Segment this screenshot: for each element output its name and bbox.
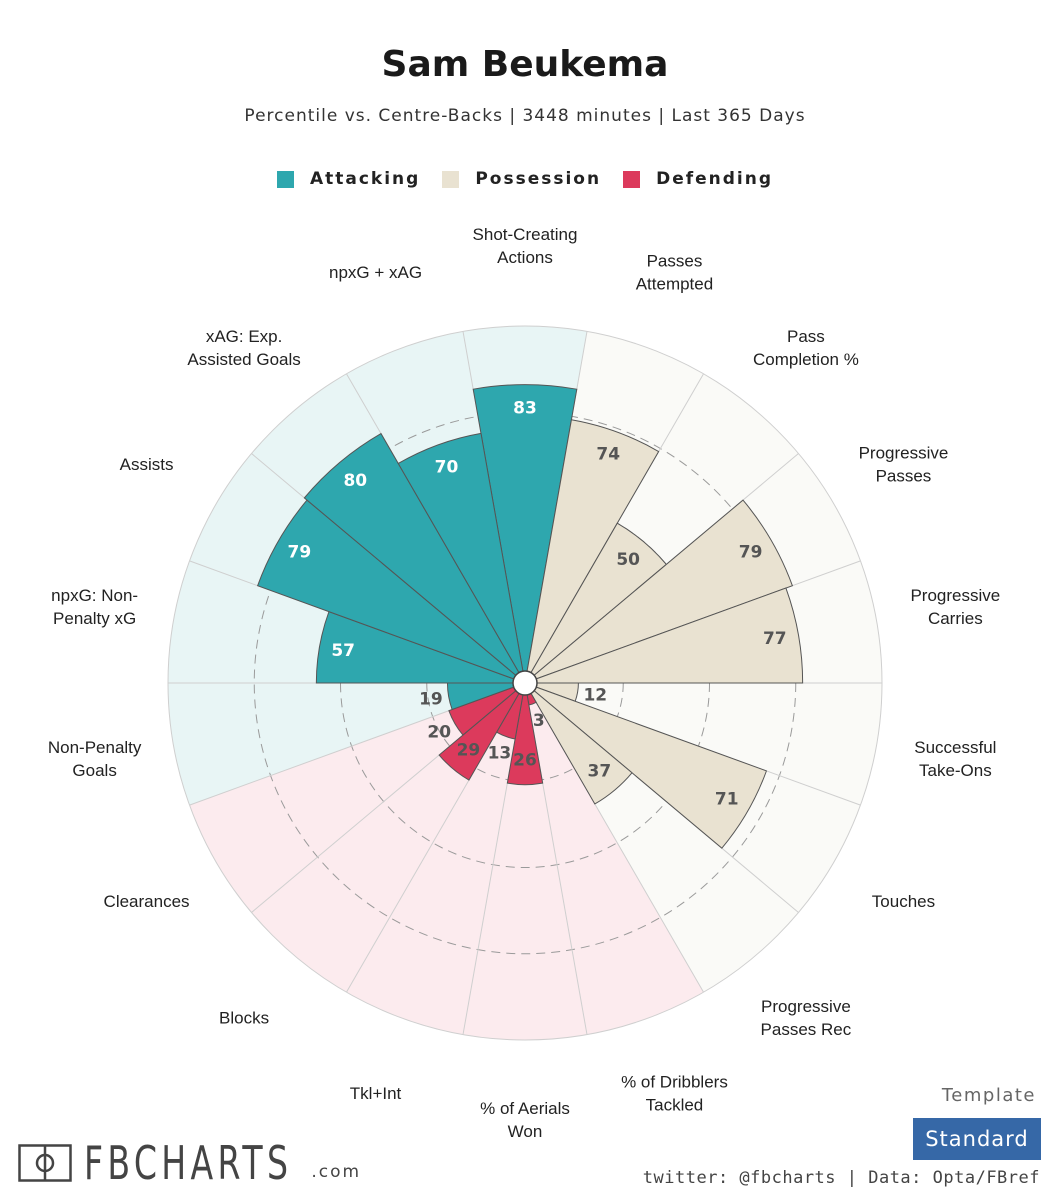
value-label-touches: 71 bbox=[715, 789, 739, 809]
legend-label-possession: Possession bbox=[475, 169, 602, 189]
value-label-of-aerials-won: 26 bbox=[513, 751, 537, 771]
sector-bg-clearances bbox=[189, 687, 516, 913]
pitch-icon bbox=[18, 1144, 72, 1182]
value-label-blocks: 29 bbox=[457, 740, 481, 760]
category-label-passes-attempted: Passes Attempted bbox=[636, 251, 714, 293]
category-label-of-aerials-won: % of Aerials Won bbox=[480, 1099, 570, 1141]
legend-swatch-defending bbox=[623, 170, 641, 188]
template-label: Template bbox=[941, 1085, 1036, 1106]
category-label-touches: Touches bbox=[872, 892, 935, 911]
category-label-clearances: Clearances bbox=[104, 892, 190, 911]
legend-label-defending: Defending bbox=[656, 169, 774, 189]
value-label-progressive-passes-rec: 37 bbox=[588, 762, 612, 782]
legend-item-attacking: Attacking bbox=[276, 169, 421, 189]
legend: Attacking Possession Defending bbox=[0, 166, 1050, 192]
value-label-npxg-non-penalty-xg: 57 bbox=[331, 641, 355, 661]
value-label-progressive-carries: 77 bbox=[763, 629, 787, 649]
category-label-assists: Assists bbox=[120, 455, 174, 474]
sector-bg-successful-take-ons bbox=[536, 683, 882, 806]
legend-swatch-attacking bbox=[276, 170, 294, 188]
legend-item-possession: Possession bbox=[442, 169, 601, 189]
center-hub bbox=[512, 670, 538, 696]
sector-bg-non-penalty-goals bbox=[168, 683, 514, 806]
brand-name: FBCHARTS bbox=[84, 1136, 293, 1190]
sector-bg-tkl-int bbox=[346, 693, 523, 1035]
legend-label-attacking: Attacking bbox=[309, 169, 421, 189]
value-label-shot-creating-actions: 83 bbox=[513, 399, 537, 419]
category-label-npxg-non-penalty-xg: npxG: Non-Penalty xG bbox=[51, 586, 138, 628]
value-label-progressive-passes: 79 bbox=[739, 543, 763, 563]
fbcharts-logo: FBCHARTS .com bbox=[18, 1136, 361, 1186]
value-label-successful-take-ons: 12 bbox=[583, 685, 607, 705]
category-label-pass-completion: Pass Completion % bbox=[753, 327, 859, 369]
category-label-xag-exp-assisted-goals: xAG: Exp. Assisted Goals bbox=[187, 327, 300, 369]
chart-subtitle: Percentile vs. Centre-Backs | 3448 minut… bbox=[244, 106, 806, 126]
category-label-progressive-passes-rec: Progressive Passes Rec bbox=[761, 997, 852, 1039]
category-label-shot-creating-actions: Shot-Creating Actions bbox=[473, 225, 578, 267]
category-label-of-dribblers-tackled: % of Dribblers Tackled bbox=[621, 1073, 728, 1115]
category-label-blocks: Blocks bbox=[219, 1008, 269, 1027]
category-label-progressive-carries: Progressive Carries bbox=[910, 586, 1000, 628]
template-standard-button[interactable]: Standard bbox=[913, 1118, 1041, 1160]
legend-item-defending: Defending bbox=[623, 169, 773, 189]
value-label-pass-completion: 50 bbox=[616, 550, 640, 570]
value-label-non-penalty-goals: 19 bbox=[419, 690, 443, 710]
category-label-tkl-int: Tkl+Int bbox=[350, 1084, 402, 1103]
sector-bg-of-dribblers-tackled bbox=[527, 693, 704, 1035]
value-label-of-dribblers-tackled: 3 bbox=[533, 711, 545, 731]
category-label-progressive-passes: Progressive Passes bbox=[859, 444, 949, 486]
chart-title: Sam Beukema bbox=[381, 44, 669, 85]
value-label-passes-attempted: 74 bbox=[596, 444, 620, 464]
value-label-clearances: 20 bbox=[427, 723, 451, 743]
value-label-npxg-xag: 70 bbox=[435, 457, 459, 477]
legend-swatch-possession bbox=[442, 170, 460, 188]
value-label-xag-exp-assisted-goals: 80 bbox=[343, 471, 367, 491]
value-label-assists: 79 bbox=[288, 543, 312, 563]
value-label-tkl-int: 13 bbox=[488, 743, 512, 763]
category-label-non-penalty-goals: Non-Penalty Goals bbox=[48, 738, 142, 780]
credits: twitter: @fbcharts | Data: Opta/FBref bbox=[642, 1168, 1040, 1188]
category-label-npxg-xag: npxG + xAG bbox=[329, 263, 422, 282]
category-label-successful-take-ons: Successful Take-Ons bbox=[914, 738, 996, 780]
brand-tld: .com bbox=[311, 1162, 362, 1182]
